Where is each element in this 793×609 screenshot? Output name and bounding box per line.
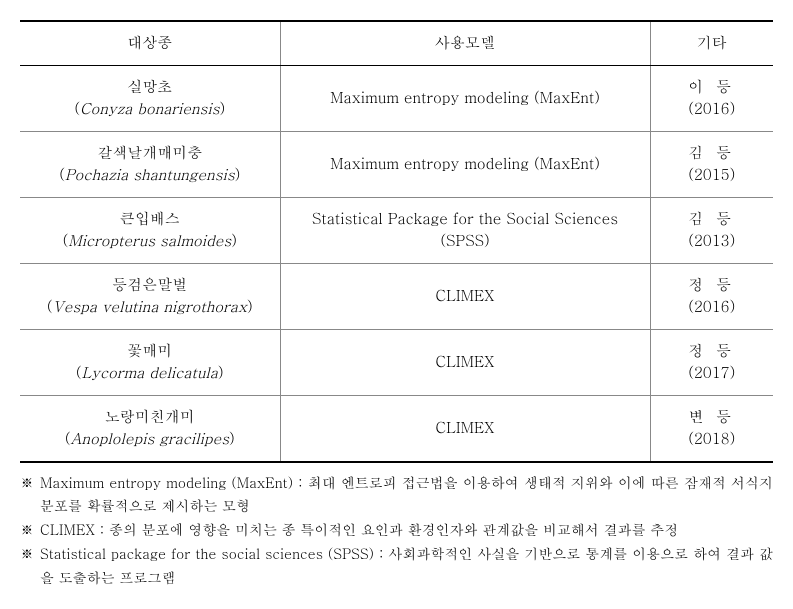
col-etc: 기타 [650, 21, 773, 65]
ref-author: 정 등 [688, 274, 735, 295]
footnote-text: Maximum entropy modeling (MaxEnt) : 최대 엔… [40, 471, 773, 519]
footnote-marker: ※ [20, 471, 40, 519]
ref-author: 김 등 [688, 208, 735, 229]
species-scientific: Lycorma delicatula [82, 362, 218, 383]
ref-year: (2015) [688, 164, 735, 185]
table-row: 노랑미친개미 (Anoplolepis gracilipes) CLIMEX 변… [20, 395, 773, 462]
table-row: 큰입배스 (Micropterus salmoides) Statistical… [20, 197, 773, 263]
species-scientific: Conyza bonariensis [80, 98, 219, 119]
footnote-text: CLIMEX : 종의 분포에 영향을 미치는 종 특이적인 요인과 환경인자와… [40, 518, 773, 542]
cell-ref: 김 등 (2015) [650, 131, 773, 197]
cell-species: 꽃매미 (Lycorma delicatula) [20, 329, 280, 395]
cell-species: 큰입배스 (Micropterus salmoides) [20, 197, 280, 263]
footnote-marker: ※ [20, 518, 40, 542]
cell-species: 실망초 (Conyza bonariensis) [20, 65, 280, 131]
cell-species: 등검은말벌 (Vespa velutina nigrothorax) [20, 263, 280, 329]
species-korean: 꽃매미 [127, 340, 172, 361]
cell-model: Maximum entropy modeling (MaxEnt) [280, 131, 650, 197]
ref-year: (2013) [688, 230, 735, 251]
species-korean: 갈색날개매미충 [97, 142, 202, 163]
ref-year: (2016) [688, 296, 735, 317]
ref-year: (2017) [688, 362, 735, 383]
footnotes: ※ Maximum entropy modeling (MaxEnt) : 최대… [20, 471, 773, 590]
col-model: 사용모델 [280, 21, 650, 65]
species-korean: 실망초 [127, 76, 172, 97]
cell-model: CLIMEX [280, 395, 650, 462]
footnote-item: ※ Maximum entropy modeling (MaxEnt) : 최대… [20, 471, 773, 519]
species-korean: 등검은말벌 [112, 274, 187, 295]
footnote-text: Statistical package for the social scien… [40, 542, 773, 590]
footnote-item: ※ Statistical package for the social sci… [20, 542, 773, 590]
species-scientific: Vespa velutina nigrothorax [53, 296, 247, 317]
footnote-marker: ※ [20, 542, 40, 590]
ref-year: (2018) [688, 428, 735, 449]
cell-species: 노랑미친개미 (Anoplolepis gracilipes) [20, 395, 280, 462]
cell-model: Statistical Package for the Social Scien… [280, 197, 650, 263]
col-species: 대상종 [20, 21, 280, 65]
cell-model: Maximum entropy modeling (MaxEnt) [280, 65, 650, 131]
ref-author: 이 등 [688, 76, 735, 97]
species-model-table: 대상종 사용모델 기타 실망초 (Conyza bonariensis) Max… [20, 20, 773, 463]
species-scientific: Pochazia shantungensis [65, 164, 235, 185]
cell-model: CLIMEX [280, 329, 650, 395]
cell-species: 갈색날개매미충 (Pochazia shantungensis) [20, 131, 280, 197]
cell-ref: 변 등 (2018) [650, 395, 773, 462]
ref-author: 변 등 [688, 406, 735, 427]
cell-ref: 김 등 (2013) [650, 197, 773, 263]
ref-year: (2016) [688, 98, 735, 119]
species-korean: 노랑미친개미 [105, 406, 195, 427]
cell-ref: 이 등 (2016) [650, 65, 773, 131]
cell-ref: 정 등 (2016) [650, 263, 773, 329]
footnote-item: ※ CLIMEX : 종의 분포에 영향을 미치는 종 특이적인 요인과 환경인… [20, 518, 773, 542]
species-scientific: Anoplolepis gracilipes [70, 428, 229, 449]
table-row: 꽃매미 (Lycorma delicatula) CLIMEX 정 등 (201… [20, 329, 773, 395]
table-row: 갈색날개매미충 (Pochazia shantungensis) Maximum… [20, 131, 773, 197]
table-row: 등검은말벌 (Vespa velutina nigrothorax) CLIME… [20, 263, 773, 329]
ref-author: 김 등 [688, 142, 735, 163]
table-header-row: 대상종 사용모델 기타 [20, 21, 773, 65]
species-korean: 큰입배스 [120, 208, 180, 229]
cell-model: CLIMEX [280, 263, 650, 329]
cell-ref: 정 등 (2017) [650, 329, 773, 395]
ref-author: 정 등 [688, 340, 735, 361]
table-row: 실망초 (Conyza bonariensis) Maximum entropy… [20, 65, 773, 131]
species-scientific: Micropterus salmoides [68, 230, 231, 251]
